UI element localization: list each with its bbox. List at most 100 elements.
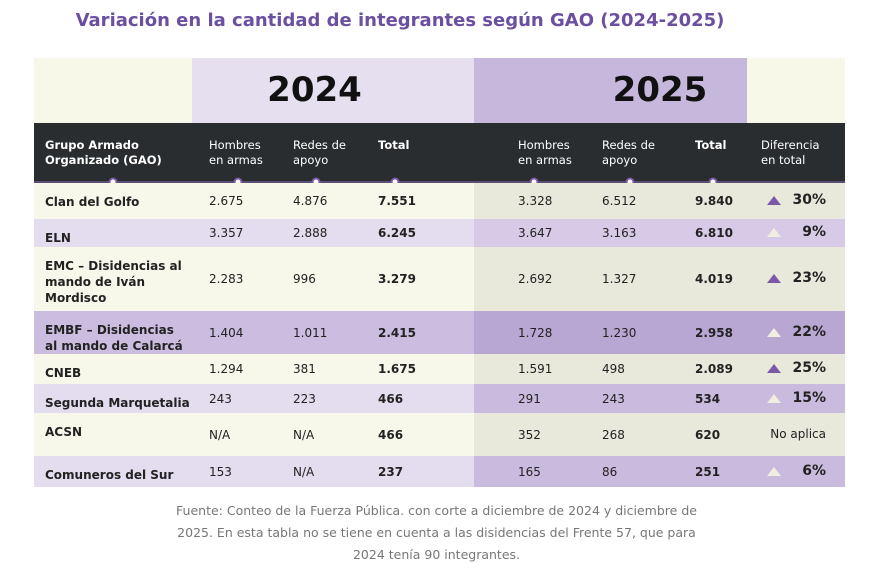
difference: No aplica	[770, 426, 826, 441]
cell-value: 4.876	[293, 194, 328, 208]
cell-value: 620	[695, 427, 721, 442]
row-bg	[34, 183, 474, 219]
cell-value: N/A	[209, 427, 231, 442]
cell-value: 1.591	[518, 362, 553, 376]
triangle	[767, 364, 781, 373]
cell-value: 153	[209, 464, 232, 479]
trend-marker	[767, 228, 781, 237]
cell-value: 2.415	[378, 325, 416, 340]
difference: 9%	[802, 224, 826, 240]
title: Variación en la cantidad de integrantes …	[75, 10, 725, 31]
cell-value: 6.810	[695, 226, 733, 240]
group-name: ACSN	[45, 425, 83, 439]
band	[34, 58, 192, 123]
row-bg	[474, 384, 845, 413]
row-bg	[474, 354, 845, 384]
cell-value: 3.328	[518, 194, 553, 208]
band	[192, 58, 474, 123]
cell-value: 1.327	[602, 272, 637, 286]
footnote: Fuente: Conteo de la Fuerza Pública. con…	[176, 503, 697, 518]
cell-value: 243	[209, 391, 232, 406]
cell-value: 223	[293, 391, 316, 406]
cell-value: 466	[378, 391, 404, 406]
group-name: Comuneros del Sur	[45, 468, 174, 482]
column-header: Redes de apoyo	[602, 138, 655, 167]
row-bg	[34, 456, 474, 487]
footnote: 2025. En esta tabla no se tiene en cuent…	[177, 525, 696, 540]
cell-value: 3.163	[602, 226, 637, 240]
cell-value: 1.011	[293, 325, 328, 340]
row-bg	[34, 311, 474, 354]
cell-value: 1.404	[209, 325, 244, 340]
year: 2025	[612, 70, 708, 110]
group-name: Clan del Golfo	[45, 195, 140, 209]
cell-value: N/A	[293, 464, 315, 479]
cell-value: 6.245	[378, 226, 416, 240]
cell-value: 243	[602, 391, 625, 406]
row-bg	[474, 219, 845, 247]
trend-marker	[767, 364, 781, 373]
year: 2024	[267, 70, 362, 110]
cell-value: 1.230	[602, 325, 637, 340]
trend-marker	[767, 327, 781, 337]
row-bg	[474, 247, 845, 311]
row-bg	[34, 354, 474, 384]
cell-value: 381	[293, 362, 316, 376]
column-header: Hombres en armas	[518, 138, 572, 167]
trend-marker	[767, 274, 781, 283]
cell-value: 251	[695, 464, 721, 479]
row-bg	[474, 311, 845, 354]
column-header: Total	[695, 138, 727, 152]
difference: 25%	[792, 360, 826, 376]
triangle	[767, 466, 781, 476]
difference: 23%	[792, 270, 826, 286]
triangle	[767, 196, 781, 205]
row-bg	[474, 413, 845, 456]
cell-value: 2.958	[695, 325, 733, 340]
cell-value: 3.279	[378, 272, 416, 286]
cell-value: 291	[518, 391, 541, 406]
cell-value: 6.512	[602, 194, 637, 208]
cell-value: 498	[602, 362, 625, 376]
cell-value: 2.675	[209, 194, 244, 208]
cell-value: 268	[602, 427, 625, 442]
trend-marker	[767, 393, 781, 403]
group-name: CNEB	[45, 366, 82, 380]
column-header: Diferencia en total	[761, 138, 820, 167]
cell-value: 3.647	[518, 226, 553, 240]
group-name: EMBF – Disidencias al mando de Calarcá	[45, 323, 183, 353]
cell-value: 86	[602, 464, 618, 479]
group-name: ELN	[45, 231, 71, 245]
row-bg	[474, 183, 845, 219]
cell-value: 534	[695, 391, 721, 406]
cell-value: 9.840	[695, 194, 733, 208]
triangle	[767, 228, 781, 237]
column-header: Redes de apoyo	[293, 138, 346, 167]
cell-value: 237	[378, 464, 404, 479]
cell-value: 2.888	[293, 226, 328, 240]
triangle	[767, 274, 781, 283]
column-header: Total	[378, 138, 410, 152]
difference: 22%	[792, 323, 826, 340]
cell-value: 2.692	[518, 272, 553, 286]
footnote: 2024 tenía 90 integrantes.	[352, 547, 520, 562]
cell-value: 466	[378, 427, 404, 442]
cell-value: 996	[293, 272, 316, 286]
cell-value: 165	[518, 464, 541, 479]
triangle	[767, 393, 781, 403]
cell-value: 1.294	[209, 362, 244, 376]
group-name: EMC – Disidencias al mando de Iván Mordi…	[45, 259, 182, 305]
cell-value: 2.089	[695, 362, 733, 376]
band	[474, 58, 747, 123]
triangle	[767, 327, 781, 337]
row-bg	[34, 247, 474, 311]
cell-value: 2.283	[209, 272, 244, 286]
row-bg	[474, 456, 845, 487]
band	[747, 58, 845, 123]
difference: 15%	[792, 389, 826, 406]
cell-value: 352	[518, 427, 541, 442]
group-name: Segunda Marquetalia	[45, 396, 190, 410]
difference: 30%	[792, 192, 826, 208]
difference: 6%	[802, 462, 826, 479]
